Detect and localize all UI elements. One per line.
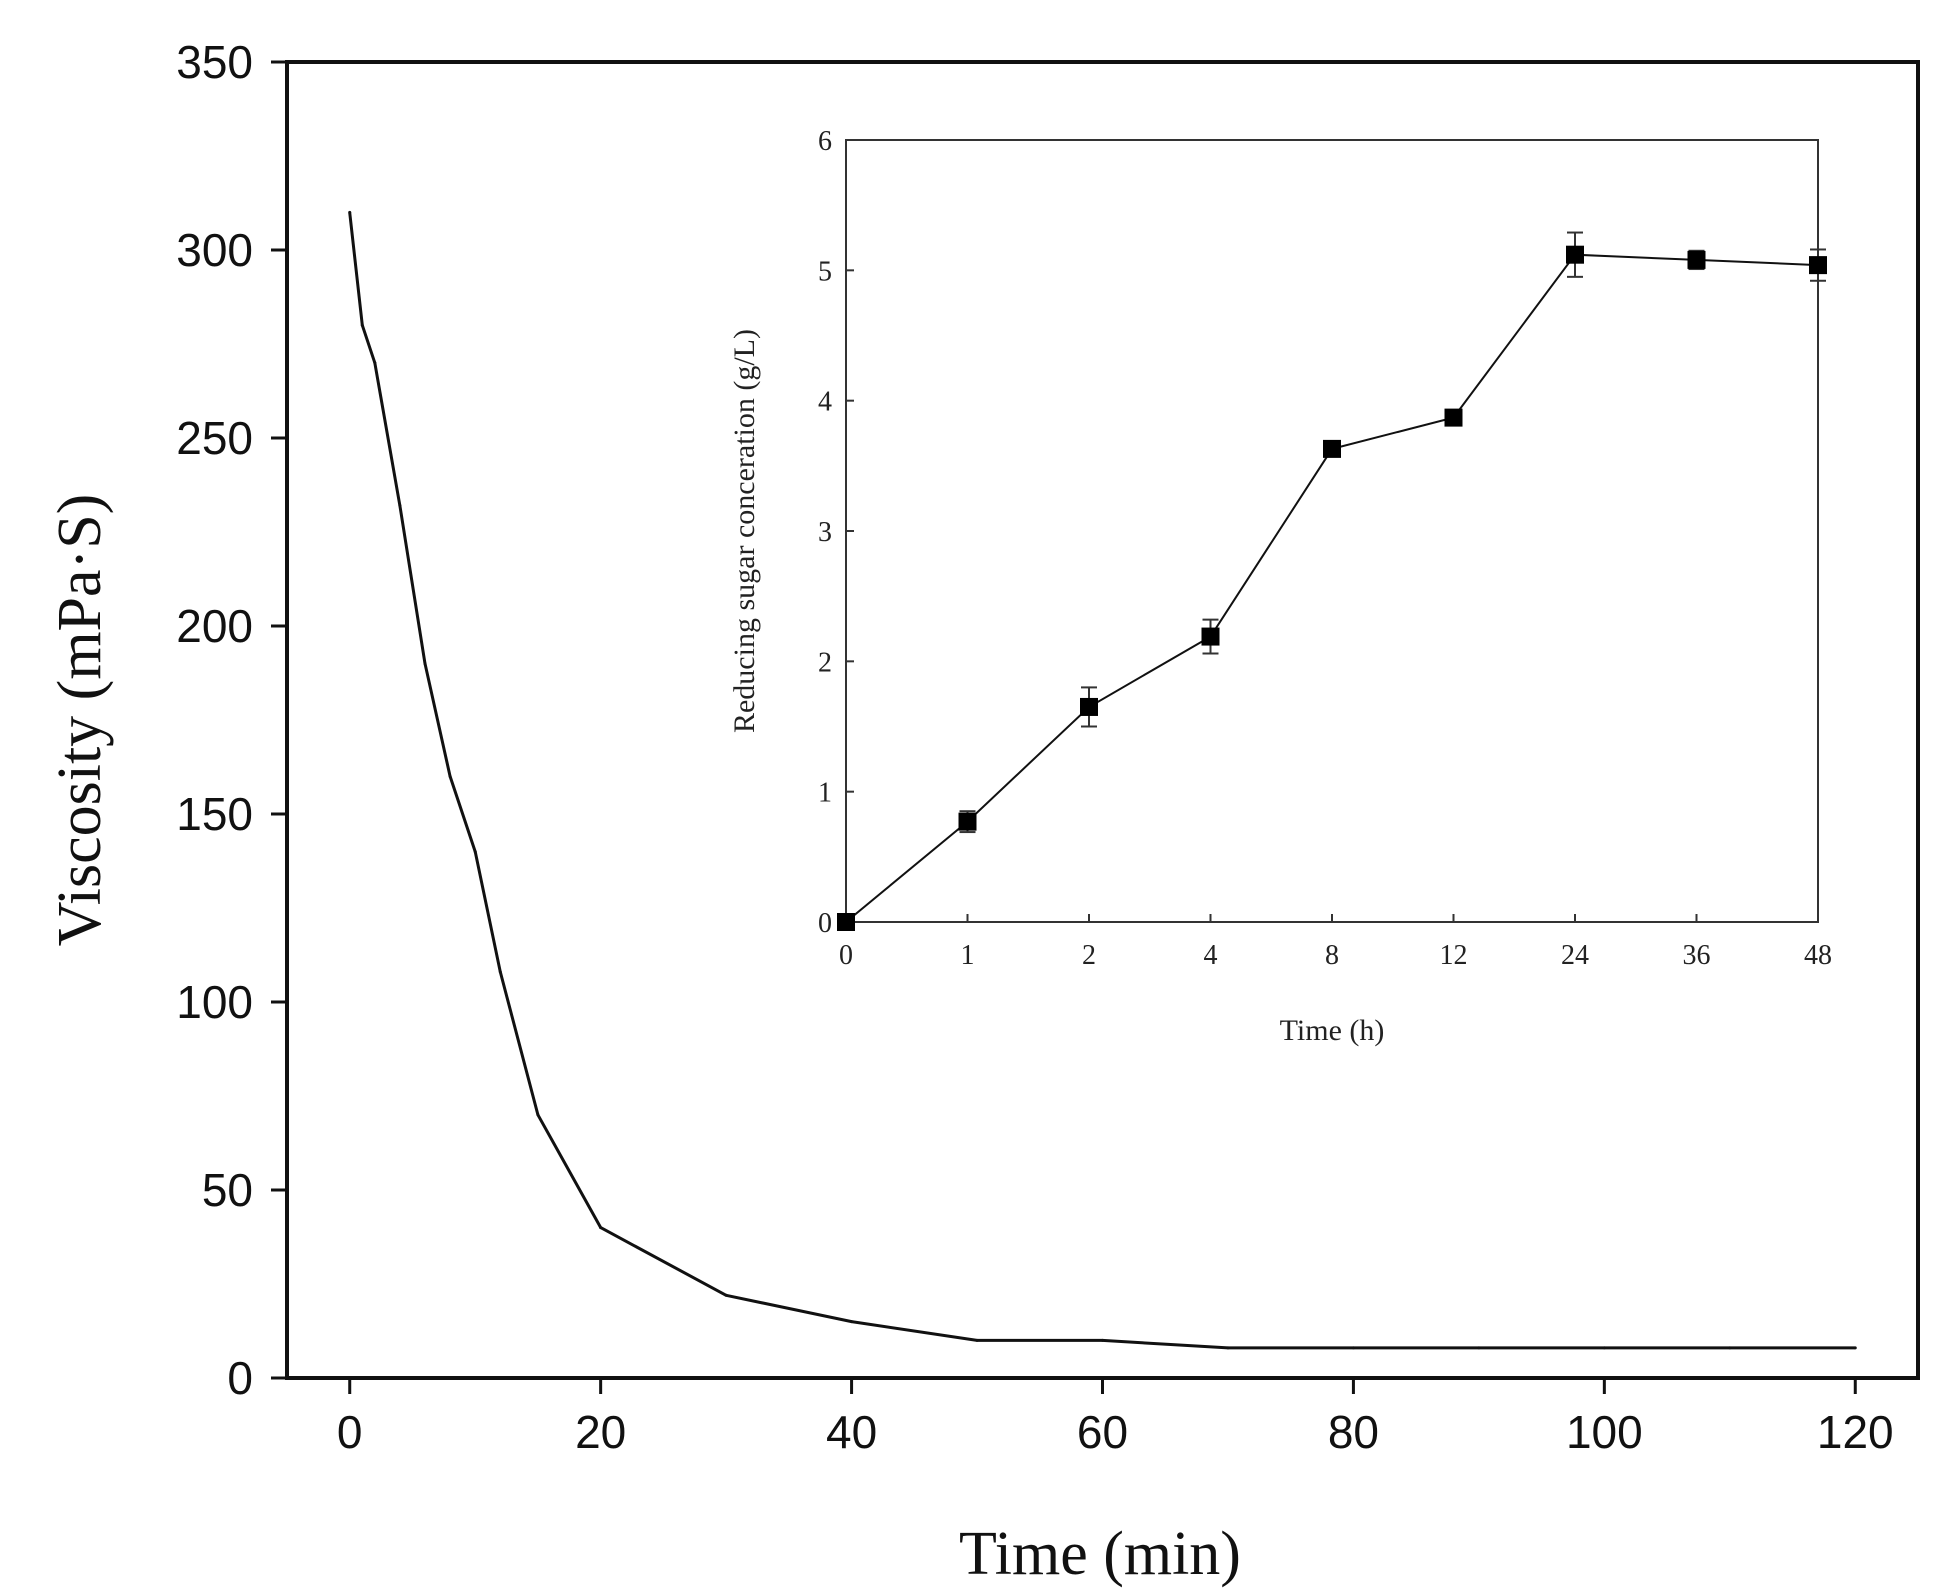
main-y-tick-label: 350 — [176, 36, 253, 88]
inset-x-tick-label: 8 — [1325, 940, 1339, 971]
inset-x-tick-label: 0 — [839, 940, 853, 971]
main-y-tick-label: 100 — [176, 976, 253, 1028]
inset-x-tick-label: 36 — [1683, 940, 1711, 971]
main-data-point — [498, 970, 502, 974]
inset-x-tick-label: 4 — [1204, 940, 1218, 971]
main-x-tick-label: 100 — [1566, 1406, 1643, 1458]
main-data-point — [1602, 1346, 1606, 1350]
main-data-point — [1351, 1346, 1355, 1350]
main-data-point — [448, 774, 452, 778]
inset-y-tick-label: 6 — [818, 126, 832, 157]
inset-data-point — [1809, 256, 1827, 275]
main-data-point — [975, 1338, 979, 1342]
inset-x-tick-label: 2 — [1082, 940, 1096, 971]
inset-y-tick-label: 3 — [818, 517, 832, 548]
inset-data-point — [1080, 697, 1098, 716]
inset-y-tick-label: 1 — [818, 778, 832, 809]
main-series-line — [348, 212, 1856, 1350]
main-x-axis-label: Time (min) — [959, 1520, 1241, 1588]
main-x-tick-label: 60 — [1077, 1406, 1128, 1458]
inset-data-point — [1323, 439, 1341, 458]
inset-x-tick-label: 1 — [961, 940, 975, 971]
inset-data-point — [1444, 408, 1463, 427]
main-y-tick-label: 200 — [176, 600, 253, 652]
inset-data-point — [1566, 245, 1584, 264]
inset-x-tick-label: 12 — [1440, 940, 1468, 971]
inset-background — [846, 140, 1818, 922]
main-data-point — [1226, 1346, 1230, 1350]
main-data-point — [850, 1320, 854, 1324]
main-data-point — [373, 361, 377, 365]
main-x-tick-label: 80 — [1328, 1406, 1379, 1458]
main-x-tick-label: 40 — [826, 1406, 877, 1458]
inset-y-tick-label: 5 — [818, 256, 832, 287]
inset-x-tick-label: 24 — [1561, 940, 1589, 971]
main-y-tick-label: 0 — [227, 1352, 253, 1404]
inset-x-axis-label: Time (h) — [1280, 1014, 1385, 1047]
inset-data-point — [1687, 250, 1706, 269]
main-data-point — [1101, 1338, 1104, 1342]
main-data-point — [398, 504, 402, 508]
inset-y-tick-label: 2 — [818, 647, 832, 678]
main-y-tick-label: 150 — [176, 788, 253, 840]
main-data-point — [599, 1226, 603, 1230]
main-data-point — [360, 323, 364, 327]
main-y-tick-label: 50 — [202, 1164, 253, 1216]
main-x-tick-label: 120 — [1817, 1406, 1894, 1458]
main-data-point — [348, 210, 352, 214]
main-data-point — [724, 1293, 728, 1297]
main-y-tick-label: 300 — [176, 224, 253, 276]
main-data-point — [1853, 1346, 1857, 1350]
inset-data-point — [958, 812, 977, 831]
inset-data-point — [1201, 627, 1220, 646]
main-x-tick-label: 20 — [575, 1406, 626, 1458]
main-data-point — [473, 850, 477, 854]
main-data-point — [423, 662, 427, 666]
inset-y-tick-label: 4 — [818, 387, 832, 418]
inset-data-point — [837, 913, 855, 931]
inset-y-axis-label: Reducing sugar conceration (g/L) — [728, 329, 761, 733]
main-x-tick-label: 0 — [337, 1406, 363, 1458]
main-y-tick-label: 250 — [176, 412, 253, 464]
inset-y-tick-label: 0 — [818, 908, 832, 939]
inset-x-tick-label: 48 — [1804, 940, 1832, 971]
main-data-point — [1728, 1346, 1732, 1350]
main-data-point — [536, 1113, 540, 1117]
main-data-point — [1477, 1346, 1481, 1350]
main-y-axis-label: Viscosity (mPa·S) — [46, 494, 114, 947]
